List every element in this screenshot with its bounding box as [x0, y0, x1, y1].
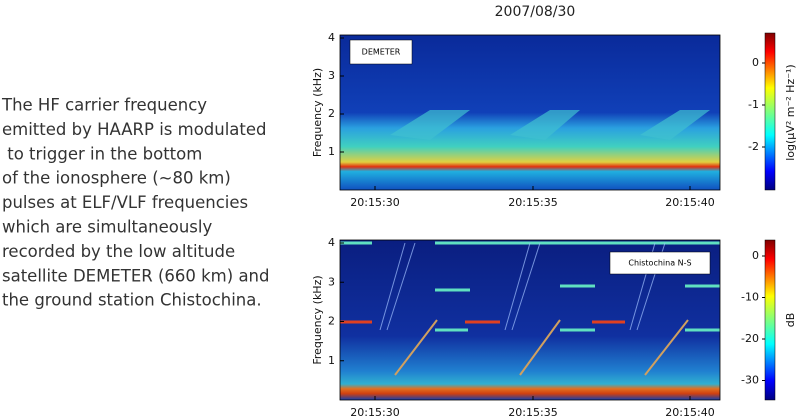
y-tick-label: 3	[328, 69, 335, 82]
colorbar-label: dB	[784, 313, 797, 328]
description-line: to trigger in the bottom	[2, 144, 202, 163]
description-line: recorded by the low altitude	[2, 242, 235, 261]
x-tick-label: 20:15:35	[508, 196, 557, 209]
y-axis-label: Frequency (kHz)	[311, 68, 324, 157]
spectrogram-demeter: DEMETER	[340, 35, 720, 190]
plot-frame	[339, 34, 721, 191]
colorbar-tick-label: -2	[748, 140, 759, 153]
spectrogram-chistochina: Chistochina N-S	[340, 240, 720, 400]
description-line: which are simultaneously	[2, 218, 212, 237]
description-line: of the ionosphere (~80 km)	[2, 169, 231, 188]
y-tick-label: 4	[328, 236, 335, 249]
colorbar	[764, 32, 776, 191]
colorbar-tick-label: 0	[752, 56, 759, 69]
x-tick-label: 20:15:40	[665, 196, 714, 209]
colorbar-tick-label: -10	[741, 291, 759, 304]
colorbar-label: log(μV² m⁻² Hz⁻¹)	[784, 64, 797, 160]
y-axis-label: Frequency (kHz)	[311, 275, 324, 364]
x-tick-label: 20:15:30	[350, 406, 399, 419]
colorbar-tick-label: -30	[741, 374, 759, 387]
y-tick-label: 1	[328, 354, 335, 367]
description-line: The HF carrier frequency	[1, 96, 207, 115]
x-tick-label: 20:15:35	[508, 406, 557, 419]
colorbar-tick-label: 0	[752, 249, 759, 262]
y-tick-label: 1	[328, 145, 335, 158]
y-tick-label: 2	[328, 107, 335, 120]
colorbar-tick-label: -20	[741, 332, 759, 345]
description-line: pulses at ELF/VLF frequencies	[2, 193, 248, 212]
description-line: emitted by HAARP is modulated	[2, 120, 267, 139]
colorbar-tick-label: -1	[748, 98, 759, 111]
y-tick-label: 2	[328, 315, 335, 328]
plot-frame	[339, 239, 721, 401]
x-tick-label: 20:15:30	[350, 196, 399, 209]
description: The HF carrier frequency emitted by HAARP…	[1, 96, 269, 310]
y-tick-label: 4	[328, 31, 335, 44]
panel-label: Chistochina N-S	[628, 259, 691, 268]
panel-label: DEMETER	[362, 48, 401, 57]
y-tick-label: 3	[328, 275, 335, 288]
description-line: the ground station Chistochina.	[2, 291, 262, 310]
x-tick-label: 20:15:40	[665, 406, 714, 419]
colorbar	[764, 239, 776, 401]
description-line: satellite DEMETER (660 km) and	[2, 266, 269, 285]
figure-title: 2007/08/30	[495, 4, 576, 20]
